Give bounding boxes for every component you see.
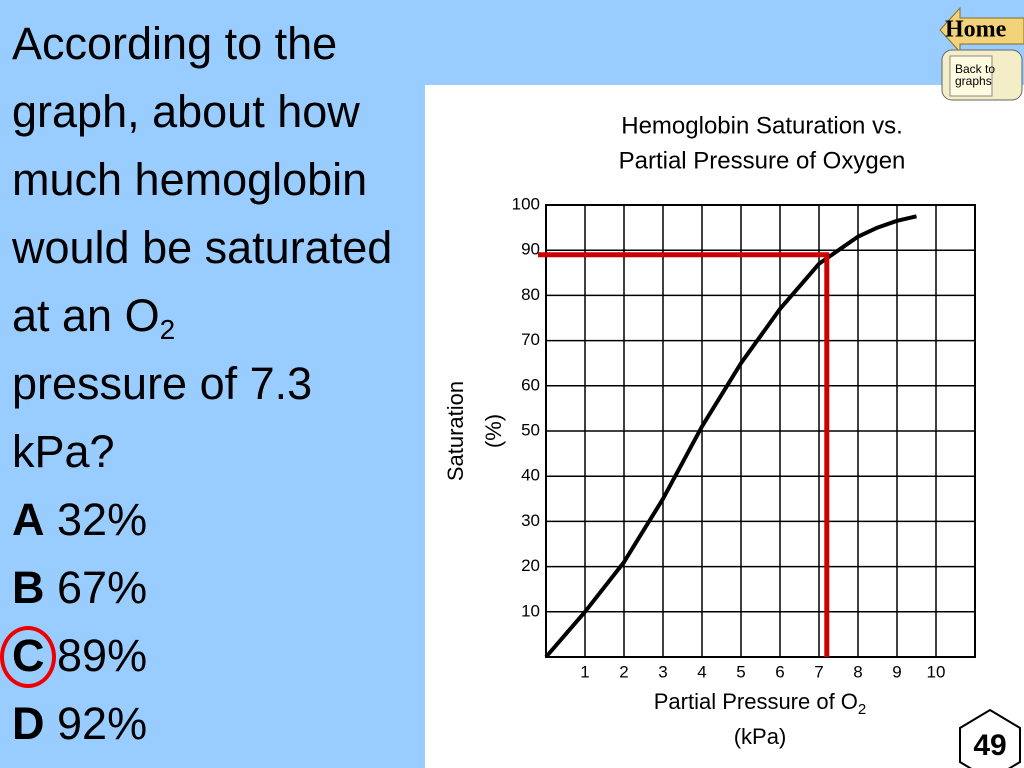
back-wrap: Back to graphs (955, 63, 996, 88)
y-tick-label: 20 (521, 556, 540, 575)
option[interactable]: D 92% (12, 690, 392, 758)
y-tick-label: 50 (521, 420, 540, 439)
question-line: much hemoglobin (12, 146, 392, 214)
chart-title: Hemoglobin Saturation vs. (621, 112, 902, 139)
x-axis-unit: (kPa) (734, 724, 787, 749)
question-line: pressure of 7.3 (12, 350, 392, 418)
option[interactable]: C 89% (0, 622, 392, 690)
y-tick-label: 40 (521, 466, 540, 485)
question-line: graph, about how (12, 78, 392, 146)
option-letter: D (12, 698, 45, 749)
x-tick-label: 8 (853, 662, 862, 681)
x-tick-label: 3 (658, 662, 667, 681)
option[interactable]: B 67% (12, 554, 392, 622)
option-text: 92% (57, 698, 148, 749)
option-text: 67% (57, 562, 148, 613)
back-button[interactable]: Back to graphs (941, 49, 1023, 113)
option-text: 32% (57, 494, 148, 545)
hexagon (959, 708, 1021, 768)
y-tick-label: 80 (521, 285, 540, 304)
option[interactable]: A 32% (12, 486, 392, 554)
question-text: pressure of 7.3 (12, 358, 313, 409)
y-tick-label: 100 (512, 194, 540, 213)
question-text: at an O (12, 290, 160, 341)
question-text: would be saturated (12, 222, 393, 273)
answer-circle (0, 626, 56, 688)
option-letter: B (12, 562, 45, 613)
x-axis-label: Partial Pressure of O2 (654, 689, 867, 718)
x-tick-label: 9 (892, 662, 901, 681)
slide-number-badge: 49 (959, 708, 1021, 768)
y-axis-label: Saturation (443, 381, 468, 481)
back-label[interactable]: Back to graphs (955, 63, 996, 88)
x-tick-label: 5 (736, 662, 745, 681)
question-text: According to the (12, 18, 338, 69)
question-line: kPa? (12, 418, 392, 486)
x-tick-label: 2 (619, 662, 628, 681)
x-axis-label-text: Partial Pressure of O (654, 689, 858, 714)
x-tick-label: 4 (697, 662, 706, 681)
chart-title: Partial Pressure of Oxygen (619, 147, 906, 174)
question-line: According to the (12, 10, 392, 78)
x-tick-label: 10 (927, 662, 946, 681)
question-text: much hemoglobin (12, 154, 368, 205)
question-text: kPa? (12, 426, 115, 477)
back-page (949, 55, 993, 97)
y-tick-label: 60 (521, 375, 540, 394)
y-tick-label: 90 (521, 240, 540, 259)
x-tick-label: 1 (580, 662, 589, 681)
subscript: 2 (159, 314, 176, 345)
slide-number: 49 (973, 729, 1006, 762)
question-text: graph, about how (12, 86, 360, 137)
option-letter: A (12, 494, 45, 545)
x-tick-label: 7 (814, 662, 823, 681)
subscript: 2 (858, 701, 866, 718)
option-text: 89% (57, 630, 148, 681)
chart-panel (425, 85, 1024, 768)
y-axis-label: (%) (481, 414, 506, 448)
curve (544, 214, 917, 659)
question: According to the graph, about how much hem… (0, 10, 392, 758)
y-tick-label: 30 (521, 511, 540, 530)
y-tick-label: 70 (521, 330, 540, 349)
y-tick-label: 10 (521, 601, 540, 620)
question-line: would be saturated (12, 214, 392, 282)
home-button[interactable]: Home (939, 6, 1024, 54)
x-tick-label: 6 (775, 662, 784, 681)
home-label[interactable]: Home (945, 17, 1007, 43)
question-line: at an O2 (12, 282, 392, 350)
